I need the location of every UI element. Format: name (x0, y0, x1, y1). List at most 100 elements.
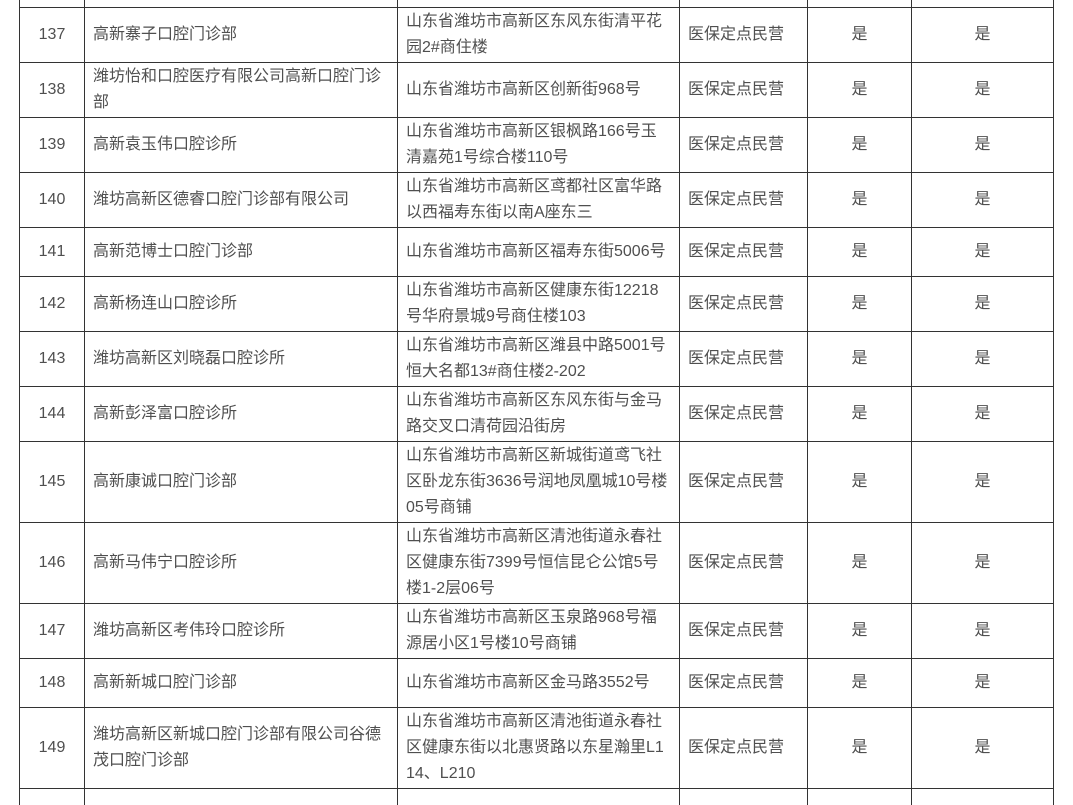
cell-flag-1: 是 (808, 523, 912, 604)
cell-address: 山东省潍坊市高新区东风东街清平花园2#商住楼 (398, 8, 680, 63)
cell-name: 潍坊高新区考伟玲口腔诊所 (85, 604, 398, 659)
cell-flag-2: 是 (912, 523, 1054, 604)
cell-number: 146 (20, 523, 85, 604)
cell-flag-2: 是 (912, 442, 1054, 523)
cell-name: 高新杨连山口腔诊所 (85, 277, 398, 332)
cell-flag-2: 是 (912, 659, 1054, 708)
cell-flag-2: 是 (912, 8, 1054, 63)
cell-flag-1: 是 (808, 118, 912, 173)
cell-flag-2: 是 (912, 332, 1054, 387)
cell-address: 山东省潍坊市高新区健康东街12218号华府景城9号商住楼103 (398, 277, 680, 332)
cell-category: 医保定点民营 (680, 8, 808, 63)
cell-flag-2: 是 (912, 63, 1054, 118)
cell-number: 141 (20, 228, 85, 277)
cell-number: 137 (20, 8, 85, 63)
partial-cell (398, 789, 680, 805)
cell-number: 138 (20, 63, 85, 118)
cell-category: 医保定点民营 (680, 442, 808, 523)
cell-name: 高新康诚口腔门诊部 (85, 442, 398, 523)
cell-category: 医保定点民营 (680, 173, 808, 228)
cell-name: 高新彭泽富口腔诊所 (85, 387, 398, 442)
cell-category: 医保定点民营 (680, 277, 808, 332)
cell-address: 山东省潍坊市高新区潍县中路5001号恒大名都13#商住楼2-202 (398, 332, 680, 387)
cell-category: 医保定点民营 (680, 228, 808, 277)
cell-address: 山东省潍坊市高新区金马路3552号 (398, 659, 680, 708)
cell-address: 山东省潍坊市高新区清池街道永春社区健康东街7399号恒信昆仑公馆5号楼1-2层0… (398, 523, 680, 604)
cell-flag-1: 是 (808, 387, 912, 442)
cell-category: 医保定点民营 (680, 523, 808, 604)
cell-flag-2: 是 (912, 604, 1054, 659)
partial-cell (20, 0, 85, 8)
cell-category: 医保定点民营 (680, 63, 808, 118)
cell-number: 144 (20, 387, 85, 442)
cell-number: 140 (20, 173, 85, 228)
partial-cell (398, 0, 680, 8)
cell-flag-2: 是 (912, 173, 1054, 228)
cell-flag-1: 是 (808, 604, 912, 659)
cell-address: 山东省潍坊市高新区东风东街与金马路交叉口清荷园沿街房 (398, 387, 680, 442)
cell-address: 山东省潍坊市高新区创新街968号 (398, 63, 680, 118)
cell-flag-2: 是 (912, 277, 1054, 332)
cell-flag-2: 是 (912, 708, 1054, 789)
cell-flag-1: 是 (808, 659, 912, 708)
cell-flag-1: 是 (808, 173, 912, 228)
partial-cell (85, 789, 398, 805)
cell-name: 潍坊怡和口腔医疗有限公司高新口腔门诊部 (85, 63, 398, 118)
cell-address: 山东省潍坊市高新区清池街道永春社区健康东街以北惠贤路以东星瀚里L114、L210 (398, 708, 680, 789)
partial-row-top (20, 0, 1054, 8)
cell-address: 山东省潍坊市高新区银枫路166号玉清嘉苑1号综合楼110号 (398, 118, 680, 173)
cell-address: 山东省潍坊市高新区新城街道鸢飞社区卧龙东街3636号润地凤凰城10号楼05号商铺 (398, 442, 680, 523)
cell-category: 医保定点民营 (680, 332, 808, 387)
cell-category: 医保定点民营 (680, 708, 808, 789)
cell-name: 潍坊高新区刘晓磊口腔诊所 (85, 332, 398, 387)
cell-number: 149 (20, 708, 85, 789)
cell-name: 高新袁玉伟口腔诊所 (85, 118, 398, 173)
partial-cell (20, 789, 85, 805)
cell-number: 148 (20, 659, 85, 708)
cell-flag-1: 是 (808, 708, 912, 789)
partial-cell (912, 789, 1054, 805)
cell-address: 山东省潍坊市高新区福寿东街5006号 (398, 228, 680, 277)
cell-number: 143 (20, 332, 85, 387)
partial-cell (808, 0, 912, 8)
cell-category: 医保定点民营 (680, 604, 808, 659)
partial-cell (680, 0, 808, 8)
cell-name: 潍坊高新区新城口腔门诊部有限公司谷德茂口腔门诊部 (85, 708, 398, 789)
cell-category: 医保定点民营 (680, 659, 808, 708)
cell-flag-1: 是 (808, 442, 912, 523)
cell-address: 山东省潍坊市高新区玉泉路968号福源居小区1号楼10号商铺 (398, 604, 680, 659)
cell-flag-2: 是 (912, 118, 1054, 173)
cell-flag-1: 是 (808, 228, 912, 277)
cell-name: 高新马伟宁口腔诊所 (85, 523, 398, 604)
cell-flag-1: 是 (808, 277, 912, 332)
partial-row-bottom (20, 789, 1054, 805)
cell-flag-1: 是 (808, 63, 912, 118)
cell-number: 139 (20, 118, 85, 173)
cell-flag-2: 是 (912, 387, 1054, 442)
cell-number: 145 (20, 442, 85, 523)
partial-cell (85, 0, 398, 8)
cell-category: 医保定点民营 (680, 387, 808, 442)
partial-cell (808, 789, 912, 805)
partial-cell (912, 0, 1054, 8)
cell-flag-1: 是 (808, 8, 912, 63)
partial-cell (680, 789, 808, 805)
cell-name: 高新新城口腔门诊部 (85, 659, 398, 708)
cell-number: 147 (20, 604, 85, 659)
cell-address: 山东省潍坊市高新区鸢都社区富华路以西福寿东街以南A座东三 (398, 173, 680, 228)
cell-flag-2: 是 (912, 228, 1054, 277)
